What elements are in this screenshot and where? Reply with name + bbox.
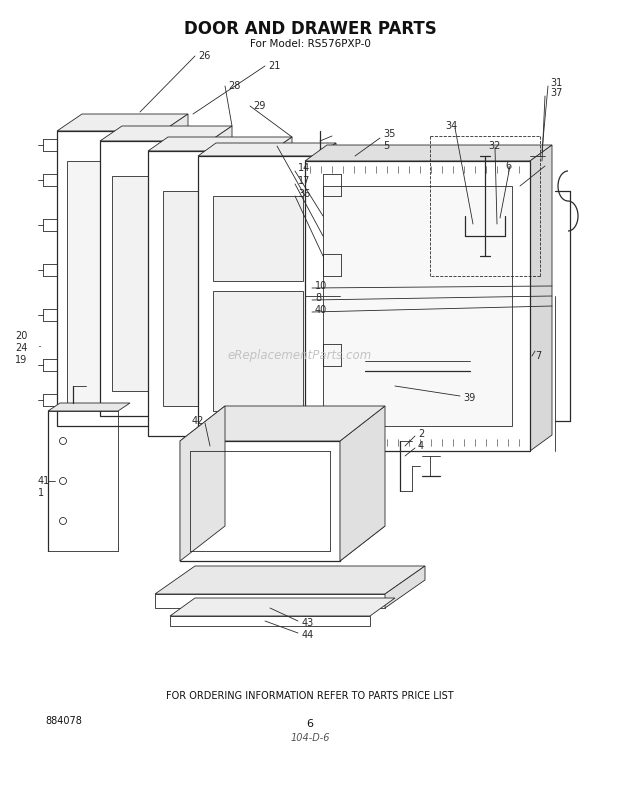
Text: 20: 20 xyxy=(15,331,27,341)
Polygon shape xyxy=(305,161,530,451)
Polygon shape xyxy=(148,137,292,151)
Polygon shape xyxy=(170,616,370,626)
Text: 884078: 884078 xyxy=(45,716,82,726)
Text: 19: 19 xyxy=(15,355,27,365)
Polygon shape xyxy=(210,126,232,416)
Text: 1: 1 xyxy=(38,488,44,498)
Text: 6: 6 xyxy=(505,161,511,171)
Text: 40: 40 xyxy=(315,305,327,315)
Polygon shape xyxy=(385,566,425,608)
Polygon shape xyxy=(112,176,198,391)
Polygon shape xyxy=(180,406,225,561)
Text: 4: 4 xyxy=(418,441,424,451)
Polygon shape xyxy=(57,114,188,131)
Text: 104-D-6: 104-D-6 xyxy=(290,733,330,743)
Polygon shape xyxy=(272,137,292,436)
Text: 41: 41 xyxy=(38,476,50,486)
Text: 14: 14 xyxy=(298,163,310,173)
Text: 34: 34 xyxy=(445,121,458,131)
Polygon shape xyxy=(163,114,188,426)
Polygon shape xyxy=(530,145,552,451)
Text: 35: 35 xyxy=(383,129,396,139)
Text: 7: 7 xyxy=(535,351,541,361)
Text: 21: 21 xyxy=(268,61,280,71)
Text: FOR ORDERING INFORMATION REFER TO PARTS PRICE LIST: FOR ORDERING INFORMATION REFER TO PARTS … xyxy=(166,691,454,701)
Polygon shape xyxy=(213,196,303,281)
Polygon shape xyxy=(57,131,163,426)
Text: eReplacementParts.com: eReplacementParts.com xyxy=(228,350,372,362)
Polygon shape xyxy=(67,161,153,406)
Text: 32: 32 xyxy=(488,141,500,151)
Polygon shape xyxy=(163,191,257,406)
Polygon shape xyxy=(318,143,336,446)
Text: 44: 44 xyxy=(302,630,314,640)
Polygon shape xyxy=(198,143,336,156)
Text: 43: 43 xyxy=(302,618,314,628)
Polygon shape xyxy=(198,156,318,446)
Polygon shape xyxy=(148,151,272,436)
Polygon shape xyxy=(180,406,385,441)
Text: 10: 10 xyxy=(315,281,327,291)
Text: 42: 42 xyxy=(192,416,205,426)
Text: 8: 8 xyxy=(315,293,321,303)
Polygon shape xyxy=(305,145,552,161)
Polygon shape xyxy=(340,406,385,561)
Text: 26: 26 xyxy=(198,51,210,61)
Polygon shape xyxy=(180,526,385,561)
Text: 5: 5 xyxy=(383,141,389,151)
Text: 36: 36 xyxy=(298,189,310,199)
Polygon shape xyxy=(100,141,210,416)
Text: 39: 39 xyxy=(463,393,476,403)
Polygon shape xyxy=(323,186,512,426)
Polygon shape xyxy=(180,441,340,561)
Polygon shape xyxy=(155,594,385,608)
Text: 17: 17 xyxy=(298,176,311,186)
Text: 31: 31 xyxy=(550,78,562,88)
Polygon shape xyxy=(48,403,130,411)
Text: For Model: RS576PXP-0: For Model: RS576PXP-0 xyxy=(250,39,370,49)
Polygon shape xyxy=(213,291,303,411)
Text: 29: 29 xyxy=(253,101,265,111)
Polygon shape xyxy=(100,126,232,141)
Text: DOOR AND DRAWER PARTS: DOOR AND DRAWER PARTS xyxy=(184,20,436,38)
Text: 24: 24 xyxy=(15,343,27,353)
Polygon shape xyxy=(155,566,425,594)
Polygon shape xyxy=(170,598,395,616)
Text: 37: 37 xyxy=(550,88,562,98)
Text: 2: 2 xyxy=(418,429,424,439)
Text: 28: 28 xyxy=(228,81,241,91)
Text: 6: 6 xyxy=(306,719,314,729)
